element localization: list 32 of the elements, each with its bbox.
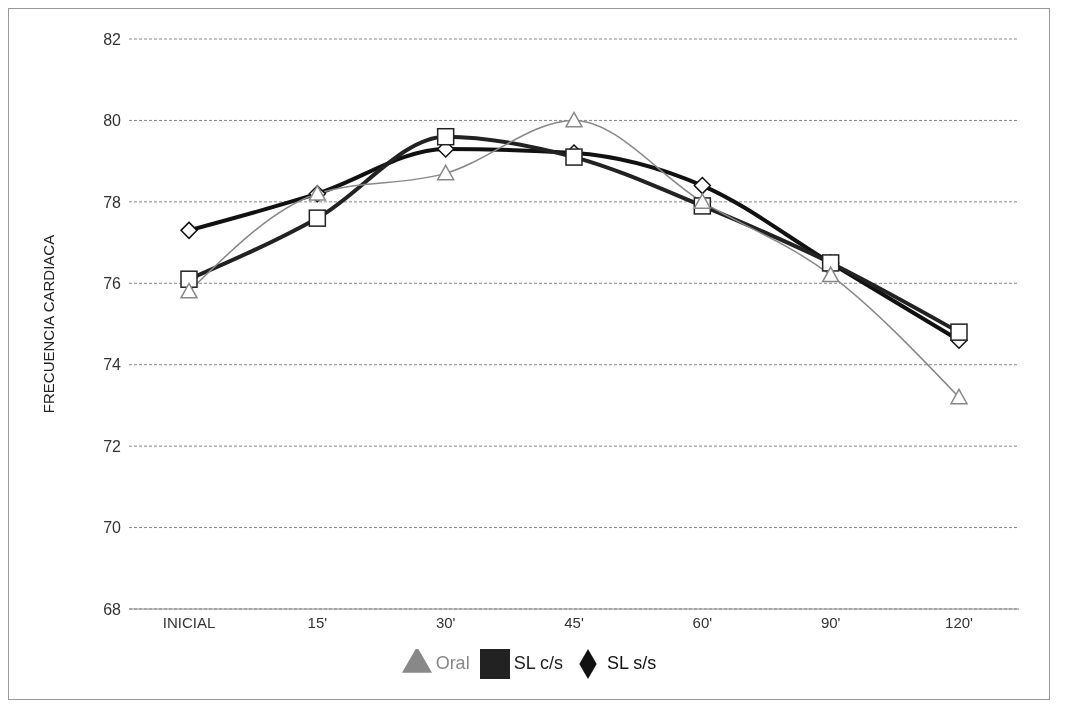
point — [436, 164, 455, 181]
point — [950, 323, 968, 341]
x-tick-label: 120' — [945, 613, 974, 631]
x-tick-label: INICIAL — [162, 613, 216, 631]
x-tick-label: 60' — [692, 613, 713, 631]
legend-label: Oral — [435, 652, 470, 673]
point — [821, 266, 840, 283]
legend-label: SL c/s — [513, 652, 563, 673]
legend-label: SL s/s — [607, 652, 657, 673]
x-tick-label: 30' — [435, 613, 456, 631]
y-tick-label: 70 — [103, 519, 122, 537]
point — [436, 127, 455, 146]
y-tick-label: 82 — [103, 30, 122, 48]
point — [950, 388, 968, 405]
point — [308, 209, 327, 227]
point — [180, 270, 198, 288]
y-tick-label: 78 — [103, 193, 122, 211]
point — [565, 148, 583, 166]
x-tick-label: 45' — [564, 613, 584, 631]
y-tick-label: 80 — [103, 112, 122, 130]
y-axis-title: FRECUENCIA CARDIACA — [40, 234, 58, 414]
y-tick-label: 74 — [103, 356, 122, 374]
point — [180, 221, 198, 240]
point — [565, 111, 583, 128]
point — [693, 176, 712, 195]
x-tick-label: 90' — [820, 613, 841, 631]
y-tick-label: 72 — [103, 437, 122, 455]
point — [693, 193, 712, 210]
x-tick-label: 15' — [307, 613, 328, 631]
point — [180, 282, 198, 299]
y-tick-label: 68 — [103, 600, 122, 618]
y-tick-label: 76 — [103, 274, 122, 292]
